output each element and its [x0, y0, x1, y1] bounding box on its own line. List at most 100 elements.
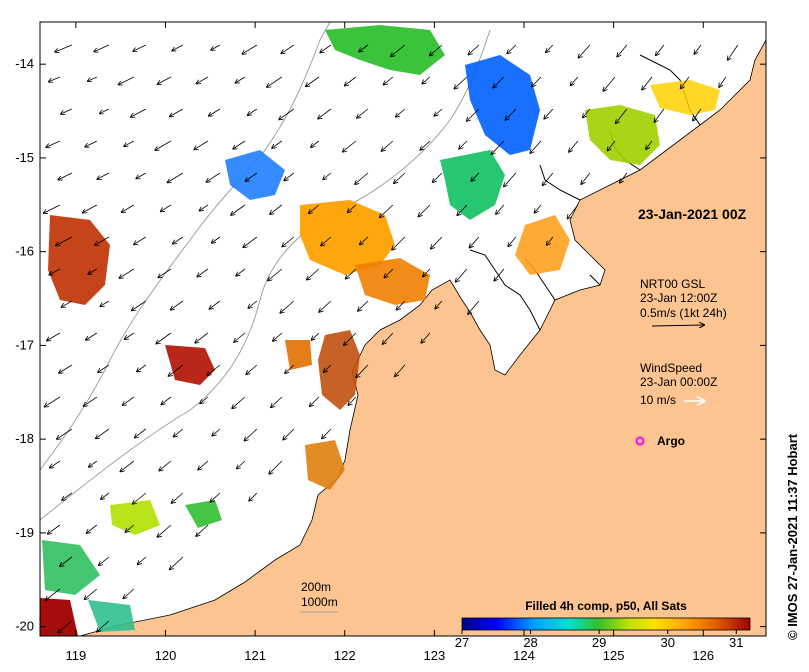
vector-arrow	[469, 236, 480, 248]
vector-arrow	[693, 108, 702, 121]
longitude-axis: 119 120 121 122 123 124 125 126	[65, 22, 714, 663]
vector-arrow	[133, 44, 147, 51]
current-time-label: 23-Jan 12:00Z	[640, 291, 717, 305]
sst-patch-sw-teal	[42, 540, 100, 595]
vector-arrow	[656, 44, 665, 55]
vector-arrow	[124, 140, 135, 146]
vector-arrow	[421, 332, 431, 343]
vector-arrow	[311, 140, 320, 147]
vector-arrow	[172, 492, 184, 503]
lon-tick-label: 124	[513, 648, 535, 663]
vector-arrow	[194, 140, 209, 150]
vector-arrow	[44, 204, 61, 213]
vector-arrow	[245, 172, 258, 181]
vector-arrow	[359, 44, 369, 52]
vector-arrow	[212, 236, 221, 243]
vector-arrow	[119, 268, 135, 278]
vector-arrow	[236, 268, 246, 276]
vector-arrow	[283, 428, 295, 440]
vector-arrow	[136, 172, 147, 179]
vector-arrow	[122, 204, 135, 212]
vector-arrow	[62, 492, 73, 500]
vector-arrow	[199, 204, 209, 211]
vector-arrow	[61, 108, 73, 114]
vector-arrow	[467, 108, 480, 121]
vector-arrow	[616, 108, 628, 123]
lon-tick-label: 122	[334, 648, 356, 663]
vector-arrow	[728, 44, 739, 60]
sst-patch-north-cyan	[440, 150, 505, 220]
lat-tick-label: -18	[15, 431, 34, 446]
vector-arrow	[83, 204, 98, 213]
sst-patch-south-green	[110, 500, 160, 535]
vector-arrow	[345, 76, 357, 86]
vector-arrow	[100, 108, 110, 113]
vector-arrow	[59, 364, 73, 373]
wind-title-label: WindSpeed	[640, 361, 702, 375]
sst-colorbar: Filled 4h comp, p50, All Sats 27 28 29 30 31	[455, 599, 751, 650]
vector-arrow	[459, 140, 468, 149]
vector-arrow	[319, 300, 332, 312]
vector-arrow	[123, 588, 135, 598]
vector-arrow	[158, 268, 172, 277]
vector-arrow	[46, 140, 61, 147]
vector-arrow	[271, 396, 283, 407]
vector-arrow	[532, 76, 542, 87]
vector-arrow	[120, 460, 135, 472]
vector-arrow	[237, 460, 246, 469]
vector-arrow	[100, 300, 110, 306]
sst-patch-bay-orange	[515, 215, 570, 275]
vector-arrow	[134, 236, 147, 244]
vector-arrow	[434, 108, 443, 116]
vector-arrow	[423, 268, 431, 276]
vector-arrow	[212, 428, 221, 436]
sst-patch-mid-orange	[355, 258, 430, 305]
vector-arrow	[571, 76, 579, 85]
vector-arrow	[200, 396, 209, 403]
vector-arrow	[172, 44, 184, 51]
vector-arrow	[246, 364, 258, 374]
vector-arrow	[138, 556, 147, 564]
vector-arrow	[603, 76, 616, 91]
sst-patches	[40, 25, 720, 636]
isobath-200m	[40, 29, 491, 521]
vector-arrow	[392, 236, 406, 250]
sst-patch-west-red	[48, 215, 110, 305]
sst-patch-north-green	[325, 25, 445, 75]
vector-arrow	[457, 204, 468, 215]
vector-arrow	[620, 172, 628, 183]
vector-arrow	[87, 524, 98, 533]
vector-arrow	[248, 108, 258, 115]
sst-patch-south-orange	[305, 440, 345, 490]
vector-arrow	[383, 76, 394, 85]
vector-arrow	[617, 44, 628, 57]
vector-arrow	[173, 236, 184, 244]
vector-arrow	[279, 108, 295, 119]
vector-arrow	[242, 44, 258, 54]
vector-arrow	[471, 172, 480, 181]
vector-arrow	[206, 172, 221, 182]
vector-arrow	[307, 268, 320, 280]
argo-float-marker	[635, 436, 645, 446]
vector-arrow	[318, 108, 332, 119]
colorbar-tick-label: 27	[455, 635, 469, 650]
vector-arrow	[358, 300, 369, 311]
vector-arrow	[49, 76, 61, 82]
vector-arrow	[381, 140, 394, 151]
vector-arrow	[47, 332, 61, 341]
vector-arrow	[119, 76, 135, 85]
vector-arrow	[49, 268, 61, 275]
vector-arrow	[583, 108, 591, 118]
vector-arrow	[158, 76, 172, 84]
vector-arrow	[394, 172, 406, 183]
sst-patch-s-mid	[185, 500, 222, 528]
vector-arrow	[58, 620, 73, 633]
wind-time-label: 23-Jan 00:00Z	[640, 375, 717, 389]
lon-tick-label: 126	[692, 648, 714, 663]
lat-tick-label: -20	[15, 619, 34, 634]
vector-arrow	[567, 204, 579, 219]
lat-tick-label: -15	[15, 150, 34, 165]
vector-arrow	[60, 556, 73, 566]
vector-arrow	[654, 108, 665, 122]
vector-arrow	[156, 332, 172, 344]
